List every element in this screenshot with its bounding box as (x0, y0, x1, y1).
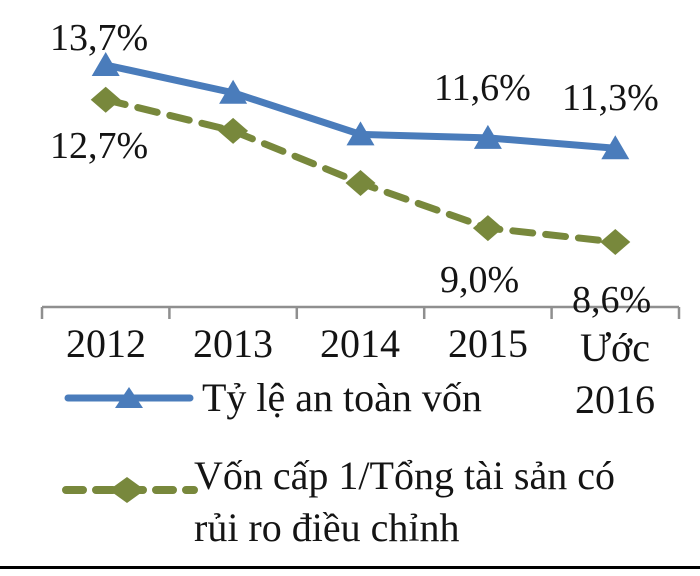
chart-canvas (40, 52, 681, 319)
legend-label-tier1-line1: Vốn cấp 1/Tổng tài sản có (194, 453, 615, 498)
data-label-car-2012: 13,7% (50, 17, 149, 59)
x-axis-label-uoc-2016: Ước 2016 (575, 325, 655, 422)
x-axis-label-2012: 2012 (66, 321, 146, 366)
x-axis-label-2015: 2015 (448, 321, 528, 366)
series-0-marker-Ước-2016 (601, 135, 630, 160)
data-label-car-2016: 11,3% (562, 77, 659, 119)
legend-diamond-marker-icon (109, 477, 145, 503)
data-label-car-2015: 11,6% (434, 67, 531, 109)
series-1-marker-2014 (345, 169, 376, 196)
legend-sample-tier1 (62, 477, 198, 503)
data-label-tier1-2016: 8,6% (572, 279, 652, 321)
series-1-marker-2012 (90, 86, 121, 113)
series-0-marker-2013 (219, 79, 248, 104)
data-label-tier1-2012: 12,7% (50, 125, 149, 167)
legend-triangle-marker-icon (115, 387, 143, 408)
series-0-marker-2014 (346, 121, 375, 146)
series-1-marker-Ước-2016 (600, 228, 631, 255)
bottom-rule (0, 566, 700, 569)
x-axis-label-2013: 2013 (193, 321, 273, 366)
series-1-marker-2013 (218, 117, 249, 144)
series-0-marker-2015 (473, 124, 502, 149)
series-1-marker-2015 (472, 215, 503, 242)
x-axis-label-2014: 2014 (320, 321, 400, 366)
legend-sample-car (64, 387, 194, 408)
legend-label-tier1: Vốn cấp 1/Tổng tài sản có rủi ro điều ch… (194, 450, 615, 554)
series-0-marker-2012 (91, 52, 120, 76)
legend-label-tier1-line2: rủi ro điều chỉnh (194, 505, 460, 550)
data-label-tier1-2015: 9,0% (440, 259, 520, 301)
legend-label-car: Tỷ lệ an toàn vốn (202, 375, 482, 420)
